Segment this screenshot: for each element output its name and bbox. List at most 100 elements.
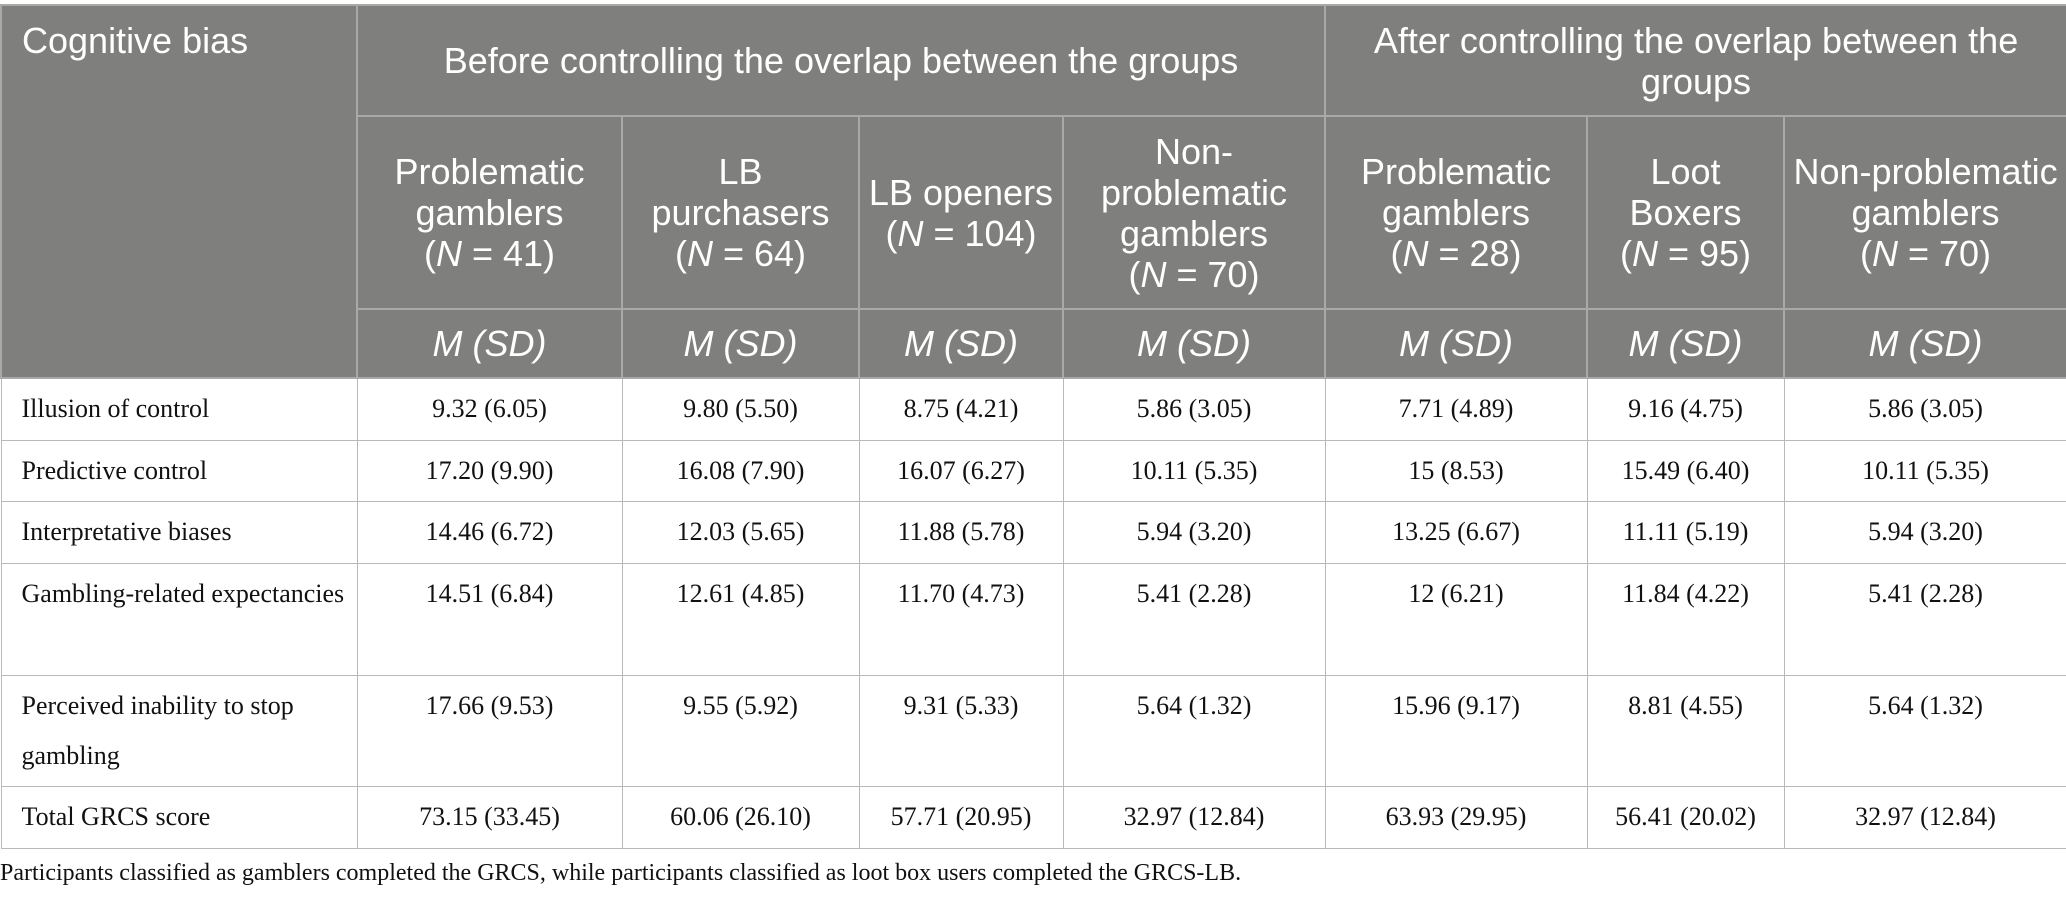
cell: 15.49 (6.40)	[1586, 439, 1785, 502]
subgroup-header: Non-problematic gamblers (N = 70)	[1061, 115, 1327, 310]
header-row: Cognitive bias Before controlling the ove…	[0, 4, 2066, 379]
subgroup-n: N	[1140, 253, 1167, 295]
cell: 32.97 (12.84)	[1783, 785, 2066, 849]
subgroup-header: LB openers (N = 104)	[858, 115, 1064, 310]
cell: 11.88 (5.78)	[858, 500, 1064, 564]
cell: 7.71 (4.89)	[1324, 377, 1588, 441]
cell: 9.55 (5.92)	[621, 674, 860, 787]
subgroup-n: = 95)	[1657, 233, 1752, 274]
table-row: Gambling-related expectancies 14.51 (6.84…	[0, 562, 2066, 676]
row-label: Perceived inability to stop gambling	[0, 674, 358, 787]
subgroup-name: Problematic gamblers	[394, 151, 585, 233]
cell: 15.96 (9.17)	[1324, 674, 1588, 787]
cell: 32.97 (12.84)	[1062, 785, 1326, 849]
subgroup-name: LB purchasers	[651, 151, 830, 233]
subgroup-name: Non-problematic gamblers	[1100, 130, 1288, 254]
cell: 5.86 (3.05)	[1062, 377, 1326, 441]
cell: 10.11 (5.35)	[1783, 439, 2066, 502]
header-row: Problematic gamblers (N = 41) LB purchaser…	[1, 115, 2066, 310]
subgroup-header: Problematic gamblers (N = 28)	[1324, 115, 1589, 310]
subgroup-n: N	[1871, 233, 1898, 274]
cell: 5.86 (3.05)	[1783, 377, 2066, 441]
cell: 14.51 (6.84)	[356, 562, 623, 676]
stat-header: M (SD)	[356, 308, 623, 379]
stat-header: M (SD)	[858, 308, 1064, 379]
subgroup-n: (	[1390, 233, 1403, 274]
subgroup-n: = 64)	[712, 233, 807, 274]
subgroup-n: = 41)	[461, 233, 556, 274]
cell: 56.41 (20.02)	[1586, 785, 1785, 849]
row-label: Total GRCS score	[0, 785, 358, 849]
table-row: Interpretative biases 14.46 (6.72) 12.03 (…	[0, 500, 2066, 564]
subgroup-n: = 70)	[1897, 233, 1992, 274]
cell: 15 (8.53)	[1324, 439, 1588, 502]
stat-header: M (SD)	[621, 308, 860, 379]
subgroup-n: (	[1128, 253, 1141, 295]
cell: 16.08 (7.90)	[621, 439, 860, 502]
cell: 63.93 (29.95)	[1324, 785, 1588, 849]
stat-header: M (SD)	[1324, 308, 1589, 379]
cell: 9.80 (5.50)	[621, 377, 860, 441]
cell: 17.20 (9.90)	[356, 439, 623, 502]
group-header: Before controlling the overlap between t…	[355, 4, 1327, 117]
cell: 11.70 (4.73)	[858, 562, 1064, 676]
cell: 5.41 (2.28)	[1062, 562, 1326, 676]
subgroup-n: = 70)	[1166, 253, 1260, 295]
corner-header: Cognitive bias	[0, 4, 358, 379]
subgroup-n: = 28)	[1428, 233, 1522, 274]
subgroup-header: Loot Boxers (N = 95)	[1586, 115, 1786, 310]
row-label: Illusion of control	[0, 377, 358, 441]
cell: 13.25 (6.67)	[1324, 500, 1588, 564]
cell: 9.16 (4.75)	[1586, 377, 1785, 441]
subgroup-n: (	[674, 233, 687, 274]
stat-header: M (SD)	[1061, 308, 1327, 379]
cell: 8.81 (4.55)	[1586, 674, 1785, 787]
subgroup-name: Problematic gamblers	[1360, 151, 1552, 233]
table-row: Total GRCS score 73.15 (33.45) 60.06 (26.1…	[0, 785, 2066, 849]
row-label: Gambling-related expectancies	[0, 562, 358, 676]
data-table: Cognitive bias Before controlling the ove…	[0, 4, 2066, 849]
row-label: Predictive control	[0, 439, 358, 502]
cell: 12.61 (4.85)	[621, 562, 860, 676]
subgroup-n: = 104)	[923, 212, 1037, 254]
cell: 8.75 (4.21)	[858, 377, 1064, 441]
subgroup-n: N	[686, 233, 713, 274]
subgroup-name: Non-problematic gamblers	[1793, 151, 2058, 233]
cell: 5.64 (1.32)	[1062, 674, 1326, 787]
cell: 16.07 (6.27)	[858, 439, 1064, 502]
subgroup-n: (	[885, 212, 898, 254]
subgroup-name: LB openers	[868, 171, 1054, 213]
cell: 14.46 (6.72)	[356, 500, 623, 564]
stat-header: M (SD)	[1783, 308, 2066, 379]
table-row: Perceived inability to stop gambling 17.6…	[0, 674, 2066, 787]
subgroup-header: Problematic gamblers (N = 41)	[356, 115, 623, 310]
header-row: M (SD) M (SD) M (SD) M (SD) M (SD) M (SD) M (S…	[1, 308, 2066, 379]
subgroup-header: Non-problematic gamblers (N = 70)	[1783, 115, 2066, 310]
subgroup-n: (	[1859, 233, 1872, 274]
cell: 9.32 (6.05)	[356, 377, 623, 441]
table-row: Predictive control 17.20 (9.90) 16.08 (7.9…	[0, 439, 2066, 502]
subgroup-n: N	[1631, 233, 1658, 274]
cell: 10.11 (5.35)	[1062, 439, 1326, 502]
cell: 9.31 (5.33)	[858, 674, 1064, 787]
subgroup-n: N	[435, 233, 462, 274]
subgroup-n: N	[1402, 233, 1429, 274]
group-header: After controlling the overlap between th…	[1324, 4, 2066, 117]
cell: 73.15 (33.45)	[356, 785, 623, 849]
cell: 5.41 (2.28)	[1783, 562, 2066, 676]
cell: 12.03 (5.65)	[621, 500, 860, 564]
subgroup-n: N	[897, 212, 924, 254]
cell: 57.71 (20.95)	[858, 785, 1064, 849]
cell: 5.64 (1.32)	[1783, 674, 2066, 787]
cell: 5.94 (3.20)	[1783, 500, 2066, 564]
stat-header: M (SD)	[1586, 308, 1786, 379]
cell: 17.66 (9.53)	[356, 674, 623, 787]
cell: 60.06 (26.10)	[621, 785, 860, 849]
cell: 12 (6.21)	[1324, 562, 1588, 676]
subgroup-n: (	[423, 233, 436, 274]
footnote: Participants classified as gamblers comp…	[0, 860, 1242, 886]
table-row: Illusion of control 9.32 (6.05) 9.80 (5.50…	[0, 377, 2066, 441]
row-label: Interpretative biases	[0, 500, 358, 564]
cell: 11.84 (4.22)	[1586, 562, 1785, 676]
